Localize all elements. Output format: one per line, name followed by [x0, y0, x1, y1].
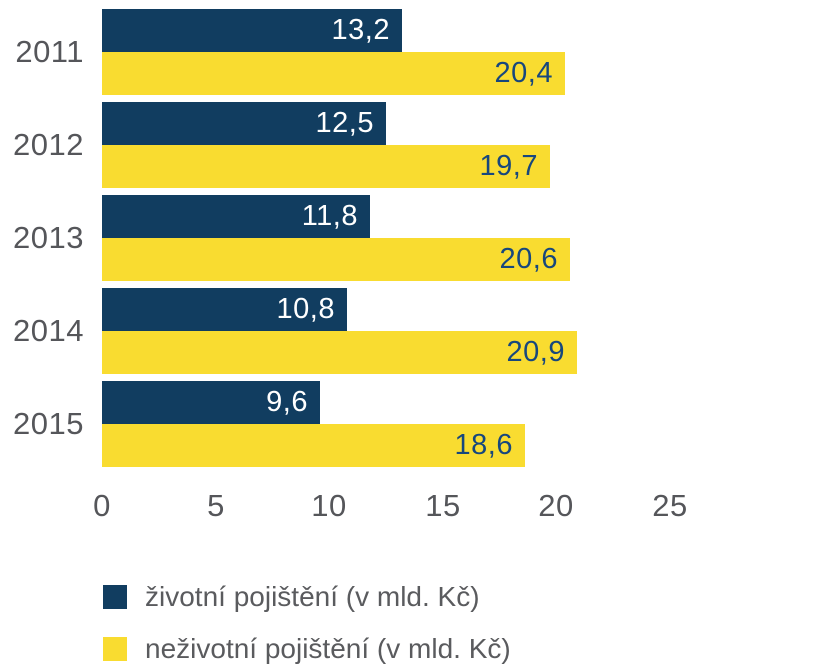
bar-life-2014: 10,8: [102, 288, 347, 331]
x-axis-tick-20: 20: [538, 488, 574, 523]
bar-nonlife-2013: 20,6: [102, 238, 570, 281]
year-label: 2013: [13, 220, 84, 255]
bar-pair: 9,6 18,6: [102, 381, 525, 467]
bar-pair: 13,2 20,4: [102, 9, 565, 95]
bar-value-label: 19,7: [479, 150, 538, 182]
x-axis-tick-0: 0: [93, 488, 111, 523]
legend-label-nonlife: neživotní pojištění (v mld. Kč): [145, 633, 511, 664]
year-label: 2015: [13, 406, 84, 441]
legend-item-life: životní pojištění (v mld. Kč): [103, 581, 511, 612]
year-group-2013: 2013 11,8 20,6: [0, 195, 577, 281]
bar-pair: 11,8 20,6: [102, 195, 570, 281]
year-group-2011: 2011 13,2 20,4: [0, 9, 577, 95]
year-group-2015: 2015 9,6 18,6: [0, 381, 577, 467]
x-axis-tick-10: 10: [311, 488, 347, 523]
legend-label-life: životní pojištění (v mld. Kč): [145, 581, 480, 612]
x-axis-tick-15: 15: [425, 488, 461, 523]
bar-nonlife-2011: 20,4: [102, 52, 565, 95]
year-label: 2012: [13, 127, 84, 162]
bar-pair: 12,5 19,7: [102, 102, 550, 188]
legend-swatch-nonlife: [103, 637, 127, 661]
bar-value-label: 11,8: [301, 200, 358, 232]
bar-value-label: 20,6: [499, 243, 558, 275]
bar-nonlife-2014: 20,9: [102, 331, 577, 374]
bar-value-label: 13,2: [331, 14, 390, 46]
bar-nonlife-2015: 18,6: [102, 424, 525, 467]
year-group-2014: 2014 10,8 20,9: [0, 288, 577, 374]
bar-value-label: 20,4: [494, 57, 553, 89]
bar-value-label: 9,6: [266, 386, 308, 418]
year-label: 2011: [15, 34, 84, 69]
x-axis: 0 5 10 15 20 25: [93, 488, 702, 528]
bar-value-label: 18,6: [454, 429, 513, 461]
x-axis-tick-5: 5: [207, 488, 225, 523]
bar-life-2015: 9,6: [102, 381, 320, 424]
legend-swatch-life: [103, 585, 127, 609]
chart-plot-area: 2011 13,2 20,4 2012 12,5 19,7 2013 11,8 20,6 2014…: [0, 9, 577, 474]
x-axis-tick-25: 25: [652, 488, 688, 523]
bar-life-2013: 11,8: [102, 195, 370, 238]
bar-nonlife-2012: 19,7: [102, 145, 550, 188]
chart-legend: životní pojištění (v mld. Kč) neživotní p…: [103, 581, 511, 664]
bar-value-label: 20,9: [506, 336, 565, 368]
bar-life-2011: 13,2: [102, 9, 402, 52]
year-label: 2014: [13, 313, 84, 348]
bar-pair: 10,8 20,9: [102, 288, 577, 374]
bar-value-label: 10,8: [276, 293, 335, 325]
bar-life-2012: 12,5: [102, 102, 386, 145]
year-group-2012: 2012 12,5 19,7: [0, 102, 577, 188]
legend-item-nonlife: neživotní pojištění (v mld. Kč): [103, 633, 511, 664]
bar-value-label: 12,5: [315, 107, 374, 139]
